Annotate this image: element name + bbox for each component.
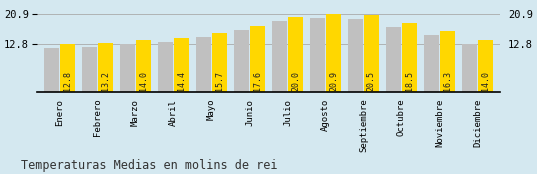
Bar [136, 40, 151, 92]
Bar [326, 14, 340, 92]
Text: 16.3: 16.3 [443, 71, 452, 91]
Bar [402, 23, 417, 92]
Bar [98, 43, 113, 92]
Bar [462, 44, 477, 92]
Bar [386, 27, 401, 92]
Text: 17.6: 17.6 [253, 71, 262, 91]
Bar [197, 37, 211, 92]
Text: 20.0: 20.0 [291, 71, 300, 91]
Bar [120, 44, 135, 92]
Text: 14.0: 14.0 [139, 71, 148, 91]
Bar [478, 40, 492, 92]
Bar [250, 26, 265, 92]
Bar [364, 15, 379, 92]
Bar [175, 38, 188, 92]
Bar [212, 33, 227, 92]
Bar [440, 31, 455, 92]
Text: 12.8: 12.8 [63, 71, 72, 91]
Bar [158, 42, 173, 92]
Bar [310, 18, 325, 92]
Bar [82, 47, 97, 92]
Bar [288, 17, 303, 92]
Text: 14.0: 14.0 [481, 71, 490, 91]
Text: 14.4: 14.4 [177, 71, 186, 91]
Bar [272, 21, 287, 92]
Text: 15.7: 15.7 [215, 71, 224, 91]
Bar [60, 44, 75, 92]
Bar [45, 48, 59, 92]
Bar [349, 19, 362, 92]
Text: Temperaturas Medias en molins de rei: Temperaturas Medias en molins de rei [21, 159, 278, 172]
Text: 20.5: 20.5 [367, 71, 376, 91]
Text: 13.2: 13.2 [101, 71, 110, 91]
Text: 18.5: 18.5 [405, 71, 414, 91]
Bar [424, 35, 439, 92]
Text: 20.9: 20.9 [329, 71, 338, 91]
Bar [234, 30, 249, 92]
